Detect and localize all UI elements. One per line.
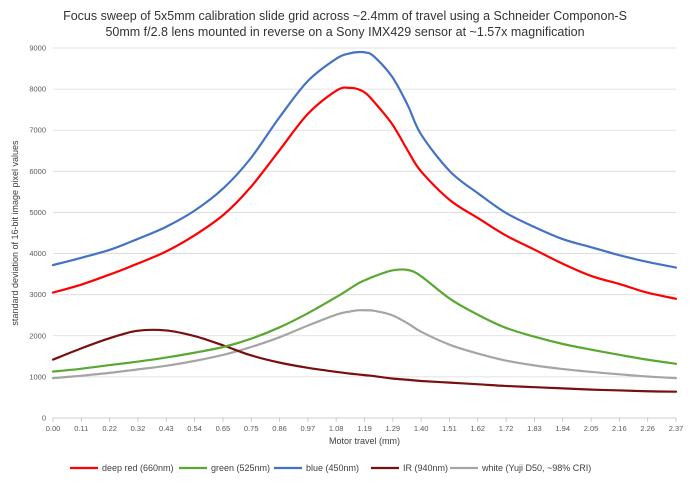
x-tick-label: 1.62 <box>470 424 485 433</box>
x-tick-label: 0.00 <box>46 424 61 433</box>
x-tick-label: 2.26 <box>640 424 655 433</box>
series-line <box>51 50 678 269</box>
y-tick-label: 7000 <box>29 126 46 135</box>
y-tick-label: 3000 <box>29 290 46 299</box>
x-axis <box>52 417 677 422</box>
x-tick-label: 0.43 <box>159 424 174 433</box>
y-tick-label: 0 <box>42 414 46 423</box>
x-tick-label: 1.19 <box>357 424 372 433</box>
series-line <box>51 268 678 373</box>
y-tick-label: 9000 <box>29 44 46 53</box>
y-axis-label: standard deviation of 16-bit image pixel… <box>10 140 20 326</box>
series-line <box>51 328 678 393</box>
x-tick-label: 1.29 <box>386 424 401 433</box>
x-tick-label: 2.16 <box>612 424 627 433</box>
x-tick-label: 1.51 <box>442 424 457 433</box>
legend: deep red (660nm) green (525nm) blue (450nm… <box>70 463 591 473</box>
legend-label: white (Yuji D50, ~98% CRI) <box>481 463 591 473</box>
x-tick-label: 0.86 <box>272 424 287 433</box>
series-line <box>51 309 678 380</box>
legend-label: blue (450nm) <box>306 463 359 473</box>
series-line <box>51 86 678 300</box>
x-axis-ticks: 0.00 0.11 0.22 0.32 0.43 0.54 0.65 0.75 0.86 0.97… <box>46 424 684 433</box>
y-tick-label: 2000 <box>29 331 46 340</box>
y-tick-label: 8000 <box>29 85 46 94</box>
chart-title-line: Focus sweep of 5x5mm calibration slide g… <box>63 9 627 23</box>
y-tick-label: 5000 <box>29 208 46 217</box>
legend-label: IR (940nm) <box>403 463 448 473</box>
y-tick-label: 1000 <box>29 372 46 381</box>
y-axis-ticks: 0 1000 2000 3000 4000 5000 6000 7000 8000 9000 <box>29 44 46 423</box>
x-tick-label: 1.40 <box>414 424 429 433</box>
x-axis-label: Motor travel (mm) <box>329 436 400 446</box>
x-tick-label: 2.37 <box>669 424 684 433</box>
x-tick-label: 0.11 <box>74 424 88 433</box>
x-tick-label: 0.54 <box>187 424 202 433</box>
x-tick-label: 1.72 <box>499 424 514 433</box>
x-tick-label: 1.94 <box>555 424 570 433</box>
x-tick-label: 1.08 <box>329 424 344 433</box>
x-tick-label: 0.32 <box>131 424 146 433</box>
x-tick-label: 0.97 <box>301 424 316 433</box>
x-tick-label: 1.83 <box>527 424 542 433</box>
y-tick-label: 6000 <box>29 167 46 176</box>
x-tick-label: 0.65 <box>216 424 231 433</box>
chart-title-line: 50mm f/2.8 lens mounted in reverse on a … <box>105 25 584 39</box>
chart-title: Focus sweep of 5x5mm calibration slide g… <box>63 9 627 39</box>
x-tick-label: 0.22 <box>102 424 117 433</box>
legend-label: deep red (660nm) <box>102 463 174 473</box>
y-tick-label: 4000 <box>29 249 46 258</box>
x-tick-label: 0.75 <box>244 424 259 433</box>
series-lines <box>51 50 678 393</box>
gridlines <box>53 47 676 378</box>
x-tick-label: 2.05 <box>584 424 599 433</box>
legend-label: green (525nm) <box>211 463 270 473</box>
